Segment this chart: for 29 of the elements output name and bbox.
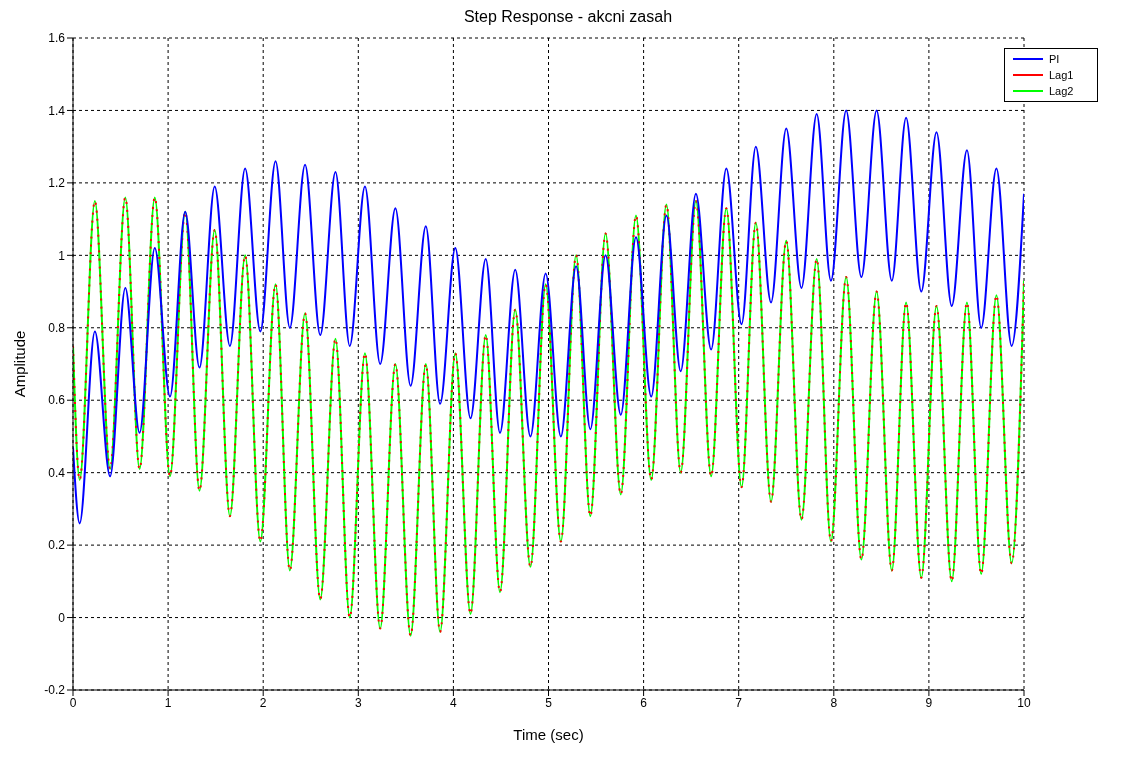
y-tick-label: 0.6: [48, 393, 66, 408]
x-tick-label: 4: [450, 695, 458, 710]
x-tick-label: 9: [925, 695, 933, 710]
y-tick-label: 0.4: [48, 465, 66, 480]
y-tick-label: 0.2: [48, 538, 66, 553]
x-tick-label: 0: [69, 695, 77, 710]
y-tick-label: 0: [58, 610, 66, 625]
x-tick-label: 1: [164, 695, 172, 710]
y-tick-label: 1: [58, 248, 66, 263]
legend-label: Lag2: [1049, 84, 1074, 98]
x-tick-label: 7: [735, 695, 743, 710]
x-tick-label: 6: [640, 695, 648, 710]
x-tick-label: 8: [830, 695, 838, 710]
y-tick-label: 0.8: [48, 321, 66, 336]
x-tick-label: 2: [259, 695, 267, 710]
legend-label: Lag1: [1049, 68, 1074, 82]
y-axis-title: Amplitude: [11, 330, 29, 398]
y-tick-label: 1.2: [48, 176, 66, 191]
line-series: [73, 196, 1024, 637]
x-axis-title: Time (sec): [513, 726, 584, 743]
chart-title: Step Response - akcni zasah: [462, 8, 674, 27]
line-series: [73, 109, 1024, 525]
y-tick-label: 1.4: [48, 103, 66, 118]
x-tick-label: 5: [545, 695, 553, 710]
legend-label: PI: [1049, 52, 1060, 66]
y-tick-label: 1.6: [48, 31, 66, 46]
x-tick-label: 3: [354, 695, 362, 710]
x-tick-label: 10: [1017, 695, 1031, 710]
y-tick-label: -0.2: [44, 683, 66, 698]
